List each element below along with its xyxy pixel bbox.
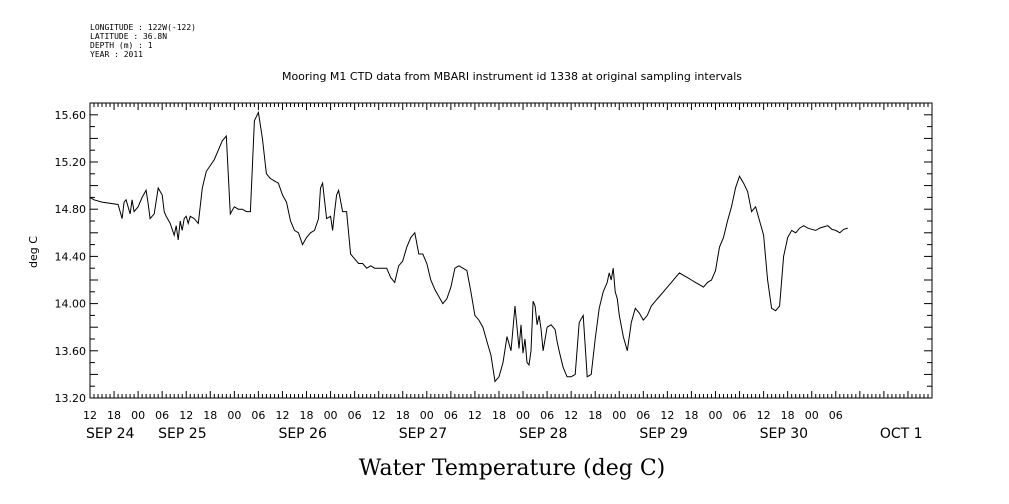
x-hour-label: 00 <box>131 409 145 422</box>
x-hour-label: 06 <box>251 409 265 422</box>
x-date-label: OCT 1 <box>880 426 923 442</box>
x-hour-label: 12 <box>564 409 578 422</box>
x-date-label: SEP 30 <box>760 426 808 442</box>
x-hour-label: 06 <box>733 409 747 422</box>
footer-variable-label: Water Temperature (deg C) <box>359 456 666 481</box>
x-date-label: SEP 25 <box>158 426 206 442</box>
x-hour-label: 18 <box>781 409 795 422</box>
header-metadata: LONGITUDE : 122W(-122) LATITUDE : 36.8N … <box>90 23 196 59</box>
x-date-label: SEP 24 <box>86 426 135 442</box>
x-hour-label: 12 <box>660 409 674 422</box>
x-hour-label: 18 <box>588 409 602 422</box>
depth-text: DEPTH (m) : 1 <box>90 41 153 50</box>
x-hour-label: 06 <box>348 409 362 422</box>
x-date-label: SEP 28 <box>519 426 567 442</box>
year-text: YEAR : 2011 <box>90 50 143 59</box>
x-hour-label: 12 <box>179 409 193 422</box>
x-hour-label: 00 <box>612 409 626 422</box>
y-tick-label: 13.60 <box>55 345 87 358</box>
x-hour-label: 00 <box>708 409 722 422</box>
x-hour-label: 18 <box>203 409 217 422</box>
x-date-label: SEP 27 <box>399 426 447 442</box>
x-date-label: SEP 29 <box>639 426 687 442</box>
x-hour-label: 00 <box>324 409 338 422</box>
x-hour-label: 18 <box>396 409 410 422</box>
x-hour-label: 06 <box>636 409 650 422</box>
y-tick-label: 13.20 <box>55 392 87 405</box>
y-tick-label: 15.20 <box>55 156 87 169</box>
axis-ticks <box>89 102 933 399</box>
x-hour-label: 12 <box>372 409 386 422</box>
x-hour-label: 18 <box>107 409 121 422</box>
x-hour-label: 00 <box>516 409 530 422</box>
x-hour-label: 12 <box>757 409 771 422</box>
longitude-text: LONGITUDE : 122W(-122) <box>90 23 196 32</box>
x-hour-label: 18 <box>492 409 506 422</box>
latitude-text: LATITUDE : 36.8N <box>90 32 167 41</box>
x-hour-label: 00 <box>420 409 434 422</box>
series-line-0 <box>89 110 848 383</box>
x-hour-label: 06 <box>829 409 843 422</box>
x-hour-label: 12 <box>83 409 97 422</box>
x-hour-label: 18 <box>684 409 698 422</box>
x-date-label: SEP 26 <box>278 426 327 442</box>
plot-frame <box>89 102 933 399</box>
axis-tick-labels: 13.20 13.60 14.00 14.40 14.80 15.20 15.60 12 18 0… <box>55 109 923 442</box>
y-tick-label: 14.40 <box>55 250 87 263</box>
x-hour-label: 06 <box>155 409 169 422</box>
y-tick-label: 15.60 <box>55 109 87 122</box>
x-hour-label: 12 <box>275 409 289 422</box>
x-hour-label: 12 <box>468 409 482 422</box>
x-hour-label: 00 <box>805 409 819 422</box>
y-tick-label: 14.80 <box>55 203 87 216</box>
x-hour-label: 06 <box>540 409 554 422</box>
x-hour-label: 18 <box>300 409 314 422</box>
y-axis-label: deg C <box>27 236 40 268</box>
series-layer <box>89 110 848 383</box>
x-hour-label: 00 <box>227 409 241 422</box>
chart-title: Mooring M1 CTD data from MBARI instrumen… <box>282 70 742 83</box>
y-tick-label: 14.00 <box>55 298 87 311</box>
x-hour-label: 06 <box>444 409 458 422</box>
